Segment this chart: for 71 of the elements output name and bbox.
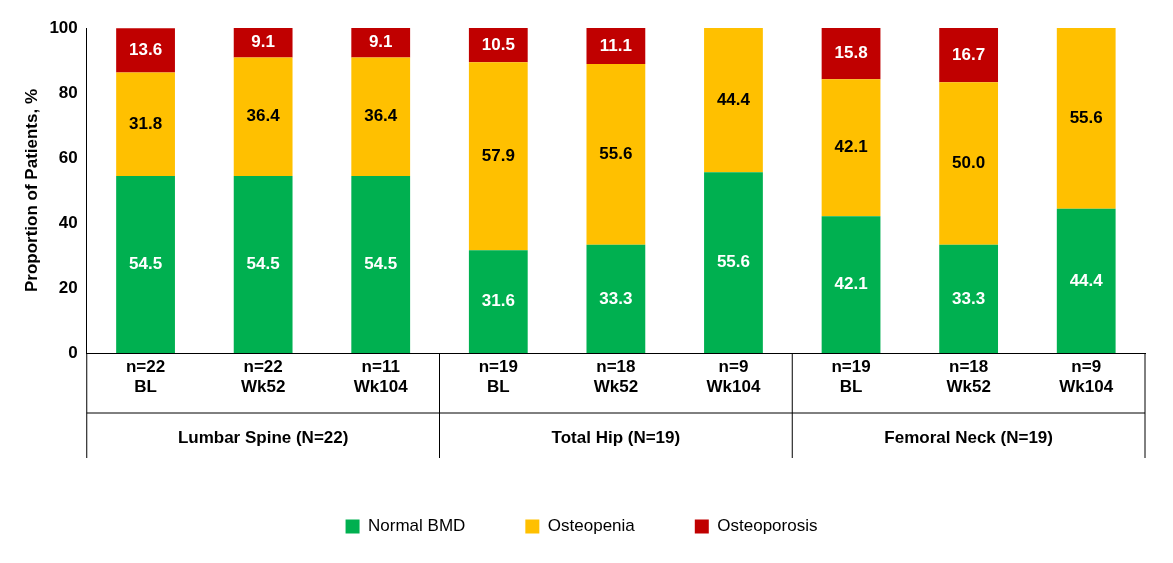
data-label: 54.5 <box>129 254 163 274</box>
bar <box>468 62 528 251</box>
bar <box>939 28 999 83</box>
x-tick-label: n=19 BL <box>478 356 518 397</box>
x-tick-label: n=22 BL <box>125 356 166 397</box>
legend-label: Osteoporosis <box>717 516 818 536</box>
bar <box>586 244 646 353</box>
x-tick-label: n=22 Wk52 <box>240 356 286 397</box>
x-tick-label: n=18 Wk52 <box>946 356 991 397</box>
legend-label: Normal BMD <box>368 516 466 536</box>
text: Total Hip (N=19) <box>551 427 681 447</box>
y-tick-label: 60 <box>58 147 78 167</box>
data-label: 50.0 <box>952 153 986 173</box>
x-tick-label: n=9 Wk104 <box>706 356 761 397</box>
data-label: 11.1 <box>599 35 632 55</box>
bar <box>116 175 175 353</box>
bar <box>586 64 646 245</box>
bar <box>939 244 999 353</box>
bar <box>233 175 293 353</box>
bar <box>821 28 881 80</box>
bar <box>939 82 999 245</box>
bar <box>351 175 411 353</box>
data-label: 10.5 <box>481 34 515 54</box>
data-label: 33.3 <box>599 288 633 308</box>
bar <box>586 28 646 65</box>
bar <box>1056 208 1116 353</box>
x-tick-label: n=18 Wk52 <box>593 356 639 397</box>
bar <box>233 57 293 176</box>
bar <box>821 216 881 353</box>
text: Femoral Neck (N=19) <box>884 427 1053 447</box>
bar <box>351 28 411 58</box>
data-label: 31.6 <box>481 291 515 311</box>
bar <box>1056 28 1116 209</box>
y-tick-label: 100 <box>49 17 78 37</box>
data-label: 55.6 <box>1069 108 1103 128</box>
x-tick-label: n=19 BL <box>831 356 871 397</box>
data-label: 57.9 <box>481 145 515 165</box>
data-label: 44.4 <box>1069 270 1104 290</box>
data-label: 42.1 <box>834 274 868 294</box>
data-label: 54.5 <box>364 254 398 274</box>
x-tick-label: n=9 Wk104 <box>1059 356 1114 397</box>
data-label: 36.4 <box>364 106 398 126</box>
y-tick-label: 80 <box>58 82 78 102</box>
bar <box>468 250 528 353</box>
bar <box>351 57 411 176</box>
data-label: 55.6 <box>716 252 751 272</box>
bar <box>704 172 763 353</box>
data-label: 33.3 <box>952 288 986 308</box>
y-tick-label: 40 <box>58 212 78 232</box>
data-label: 54.5 <box>246 254 280 274</box>
data-label: 9.1 <box>368 32 393 52</box>
data-label: 55.6 <box>599 144 633 164</box>
bar <box>821 79 881 217</box>
y-axis-title: Proportion of Patients, % <box>21 88 41 293</box>
y-tick-label: 0 <box>68 342 78 362</box>
legend-label: Osteopenia <box>547 516 636 536</box>
data-label: 36.4 <box>246 106 281 126</box>
data-label: 15.8 <box>834 43 868 63</box>
y-tick-label: 20 <box>58 277 78 297</box>
data-label: 44.4 <box>716 89 751 109</box>
bar <box>704 28 763 173</box>
data-label: 13.6 <box>129 40 163 60</box>
bar <box>116 28 175 73</box>
data-label: 9.1 <box>251 32 275 52</box>
data-label: 16.7 <box>952 44 986 64</box>
bar <box>116 72 175 176</box>
data-label: 31.8 <box>129 113 163 133</box>
bar <box>233 28 293 58</box>
x-tick-label: n=11 Wk104 <box>353 356 409 397</box>
data-label: 42.1 <box>834 137 868 157</box>
text: Lumbar Spine (N=22) <box>177 427 349 447</box>
